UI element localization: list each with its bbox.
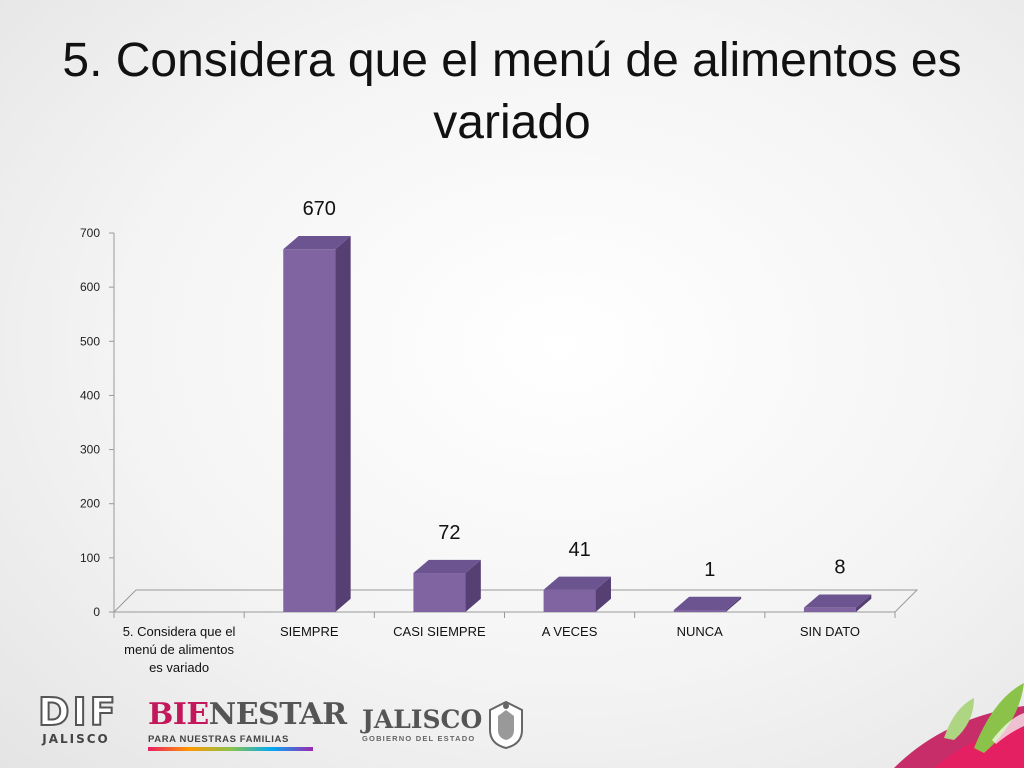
bar-front: [803, 607, 856, 612]
bar: [673, 596, 742, 612]
y-tick-label: 300: [80, 443, 100, 457]
jalisco-crest-icon: [489, 700, 523, 750]
bienestar-logo-text: BIENESTAR: [148, 697, 347, 732]
x-category-label: CASI SIEMPRE: [393, 624, 486, 639]
bar-top: [803, 594, 872, 608]
jalisco-logo-subtext: GOBIERNO DEL ESTADO: [362, 734, 476, 743]
bar: [413, 559, 481, 612]
bienestar-logo-subtext: PARA NUESTRAS FAMILIAS: [148, 734, 289, 745]
bar-chart: 0 100 200 300 400 500 600 700 5. Considera que …: [80, 198, 919, 675]
bienestar-color-bar: [148, 747, 313, 751]
bar-side: [335, 236, 351, 613]
bar: [543, 576, 611, 612]
bar-side: [595, 576, 611, 612]
data-label: 1: [704, 559, 715, 581]
chart-labels: 5. Considera que el menú de alimentos es v…: [123, 198, 860, 675]
data-label: 670: [303, 198, 336, 220]
bar-top: [543, 576, 611, 590]
bar-top: [673, 596, 742, 610]
bar: [283, 236, 351, 613]
bienestar-logo: BIENESTAR PARA NUESTRAS FAMILIAS: [148, 697, 347, 751]
y-tick-label: 600: [80, 280, 100, 294]
dif-logo-text: DIF: [37, 690, 119, 734]
dif-logo-subtext: JALISCO: [42, 732, 110, 746]
x-category-label: A VECES: [542, 624, 598, 639]
bar-side: [725, 596, 742, 612]
x-category-label: SIEMPRE: [280, 624, 339, 639]
dif-jalisco-logo: DIF JALISCO: [37, 690, 119, 746]
y-tick-label: 700: [80, 226, 100, 240]
bar: [803, 594, 872, 612]
bar-front: [673, 610, 726, 612]
bar-top: [413, 559, 481, 574]
x-category-label: 5. Considera que el menú de alimentos es v…: [123, 624, 236, 675]
x-category-label: NUNCA: [677, 624, 724, 639]
y-tick-label: 0: [93, 605, 100, 619]
decorative-leaves-icon: [894, 683, 1024, 768]
slide-title: 5. Considera que el menú de alimentos es…: [62, 34, 962, 149]
bar-front: [283, 249, 336, 612]
bar-side: [855, 594, 872, 612]
jalisco-logo: JALISCO GOBIERNO DEL ESTADO: [362, 705, 483, 744]
y-tick-label: 500: [80, 334, 100, 348]
chart-floor: [112, 589, 919, 613]
bar-front: [543, 589, 596, 612]
y-tick-label: 100: [80, 551, 100, 565]
chart-axes: 0 100 200 300 400 500 600 700: [80, 226, 919, 619]
data-label: 41: [568, 539, 590, 561]
y-tick-label: 400: [80, 388, 100, 402]
data-label: 72: [438, 522, 460, 544]
y-tick-label: 200: [80, 497, 100, 511]
data-label: 8: [834, 557, 845, 579]
bar-front: [413, 573, 466, 612]
bar-top: [283, 236, 351, 250]
bar-side: [465, 559, 481, 612]
x-category-label: SIN DATO: [800, 624, 860, 639]
footer-logos: DIF JALISCO BIENESTAR PARA NUESTRAS FAMI…: [0, 680, 1024, 768]
jalisco-logo-text: JALISCO: [362, 705, 483, 734]
chart-bars: [283, 236, 872, 613]
